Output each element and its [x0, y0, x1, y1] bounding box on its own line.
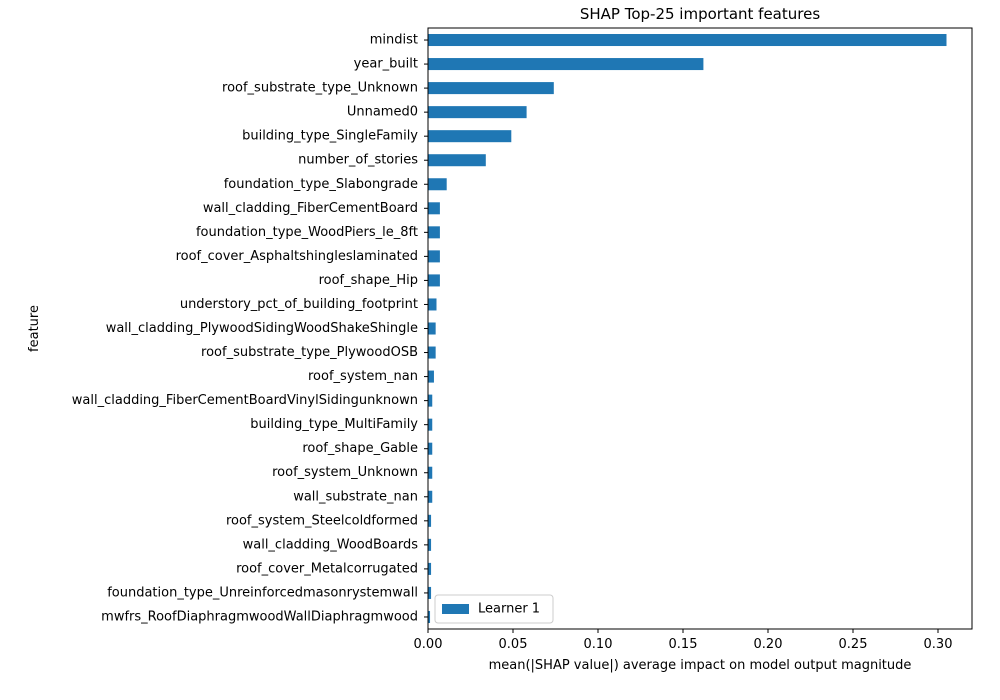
bar-roof_system_nan: [428, 370, 434, 383]
x-tick-label: 0.05: [499, 637, 528, 652]
y-tick-label: wall_substrate_nan: [293, 489, 418, 504]
bar-roof_cover_Metalcorrugated: [428, 562, 432, 575]
y-tick-labels: mindist year_built roof_substrate_type_Unk…: [72, 33, 428, 624]
y-tick-label: foundation_type_Slabongrade: [224, 177, 418, 192]
x-tick-label: 0.20: [754, 637, 783, 652]
y-tick-label: roof_shape_Hip: [319, 273, 418, 288]
y-tick-label: building_type_SingleFamily: [242, 129, 418, 144]
bar-roof_substrate_type_PlywoodOSB: [428, 346, 436, 359]
y-tick-label: wall_cladding_FiberCementBoardVinylSidin…: [72, 393, 418, 408]
y-tick-label: building_type_MultiFamily: [250, 417, 418, 432]
y-tick-label: mwfrs_RoofDiaphragmwoodWallDiaphragmwood: [101, 609, 418, 624]
x-tick-label: 0.25: [839, 637, 868, 652]
y-tick-label: roof_substrate_type_Unknown: [222, 81, 418, 96]
y-tick-label: roof_system_Steelcoldformed: [226, 513, 418, 528]
bar-Unnamed0: [428, 106, 527, 119]
x-tick-label: 0.00: [414, 637, 443, 652]
y-tick-label: roof_cover_Metalcorrugated: [236, 561, 418, 576]
bar-mwfrs_RoofDiaphragmwoodWallDiaphragmwood: [428, 610, 431, 623]
bar-wall_cladding_PlywoodSidingWoodShakeShingle: [428, 322, 436, 335]
y-tick-label: mindist: [370, 33, 418, 48]
y-tick-label: roof_cover_Asphaltshingleslaminated: [176, 249, 418, 264]
y-tick-label: roof_shape_Gable: [302, 441, 418, 456]
bar-building_type_SingleFamily: [428, 130, 512, 143]
y-tick-label: Unnamed0: [347, 105, 418, 120]
bar-roof_system_Unknown: [428, 466, 433, 479]
bar-number_of_stories: [428, 154, 486, 167]
y-tick-label: wall_cladding_FiberCementBoard: [203, 201, 418, 216]
bar-roof_system_Steelcoldformed: [428, 514, 432, 527]
x-tick-label: 0.15: [669, 637, 698, 652]
x-tick-label: 0.30: [924, 637, 953, 652]
bar-wall_cladding_WoodBoards: [428, 538, 432, 551]
bar-roof_cover_Asphaltshingleslaminated: [428, 250, 440, 263]
y-tick-label: foundation_type_Unreinforcedmasonrystemw…: [107, 585, 418, 600]
bar-group: [428, 34, 947, 623]
x-tick-label: 0.10: [584, 637, 613, 652]
y-tick-label: understory_pct_of_building_footprint: [180, 297, 418, 312]
y-tick-label: number_of_stories: [298, 153, 418, 168]
x-tick-labels: 0.00 0.05 0.10 0.15 0.20 0.25 0.30: [414, 629, 953, 652]
legend: Learner 1: [434, 594, 554, 624]
y-tick-label: roof_system_Unknown: [272, 465, 418, 480]
bar-year_built: [428, 58, 704, 71]
x-axis-title: mean(|SHAP value|) average impact on mod…: [489, 658, 912, 673]
bar-wall_cladding_FiberCementBoard: [428, 202, 440, 215]
bar-roof_shape_Hip: [428, 274, 440, 287]
y-tick-label: year_built: [354, 57, 418, 72]
bar-wall_cladding_FiberCementBoardVinylSidingunknown: [428, 394, 433, 407]
y-tick-label: wall_cladding_WoodBoards: [243, 537, 419, 552]
bar-building_type_MultiFamily: [428, 418, 433, 431]
y-axis-title: feature: [27, 305, 42, 352]
y-tick-label: roof_substrate_type_PlywoodOSB: [201, 345, 418, 360]
bar-roof_substrate_type_Unknown: [428, 82, 554, 95]
bar-wall_substrate_nan: [428, 490, 433, 503]
chart-title: SHAP Top-25 important features: [580, 5, 820, 23]
legend-swatch: [442, 604, 469, 614]
legend-label: Learner 1: [478, 602, 540, 617]
y-tick-label: wall_cladding_PlywoodSidingWoodShakeShin…: [106, 321, 418, 336]
bar-foundation_type_Slabongrade: [428, 178, 447, 191]
y-tick-label: foundation_type_WoodPiers_le_8ft: [196, 225, 418, 240]
bar-mindist: [428, 34, 947, 47]
plot-frame: [427, 27, 973, 630]
bar-foundation_type_Unreinforcedmasonrystemwall: [428, 586, 432, 599]
legend-box: [434, 594, 554, 624]
bar-roof_shape_Gable: [428, 442, 433, 455]
y-tick-label: roof_system_nan: [308, 369, 418, 384]
bar-understory_pct_of_building_footprint: [428, 298, 437, 311]
bar-foundation_type_WoodPiers_le_8ft: [428, 226, 440, 239]
